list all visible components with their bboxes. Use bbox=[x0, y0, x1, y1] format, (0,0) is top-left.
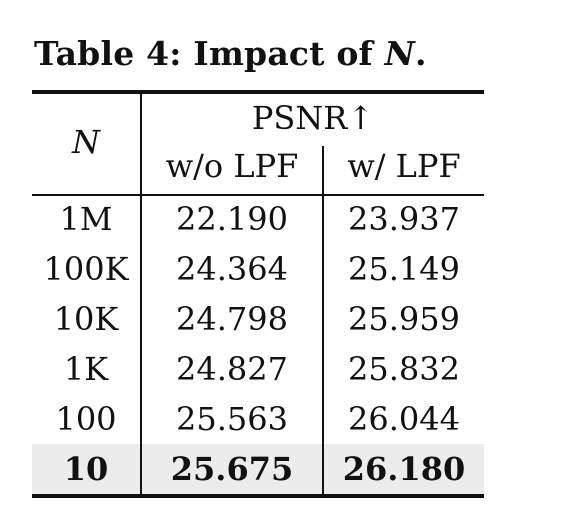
cell-psnr-with-lpf: 23.937 bbox=[348, 200, 460, 238]
cell-n: 1M bbox=[59, 200, 113, 238]
column-divider-2 bbox=[322, 146, 324, 494]
column-header-without-lpf: w/o LPF bbox=[165, 147, 299, 185]
cell-n: 10 bbox=[63, 450, 109, 488]
cell-psnr-without-lpf: 24.798 bbox=[176, 300, 288, 338]
cell-psnr-without-lpf: 24.364 bbox=[176, 250, 288, 288]
cell-n: 100 bbox=[55, 400, 117, 438]
cell-psnr-without-lpf: 24.827 bbox=[176, 350, 288, 388]
cell-psnr-with-lpf: 25.149 bbox=[348, 250, 460, 288]
column-divider-1 bbox=[140, 94, 142, 494]
cell-n: 1K bbox=[63, 350, 109, 388]
group-header-psnr: PSNR↑ bbox=[251, 99, 375, 137]
cell-psnr-with-lpf: 25.832 bbox=[348, 350, 460, 388]
table-caption: Table 4: Impact of N. bbox=[34, 34, 427, 73]
row-header-n: N bbox=[72, 123, 100, 161]
results-table: N PSNR↑ w/o LPF w/ LPF 1M 22.190 23.937 100… bbox=[32, 90, 484, 500]
caption-symbol: N bbox=[384, 34, 416, 73]
top-rule bbox=[32, 90, 484, 94]
column-header-with-lpf: w/ LPF bbox=[347, 147, 461, 185]
cell-psnr-with-lpf: 26.044 bbox=[348, 400, 460, 438]
cell-psnr-without-lpf: 25.563 bbox=[176, 400, 288, 438]
caption-suffix: . bbox=[415, 34, 427, 73]
cell-psnr-without-lpf: 25.675 bbox=[170, 450, 294, 488]
header-rule bbox=[32, 194, 484, 196]
cell-psnr-with-lpf: 26.180 bbox=[342, 450, 466, 488]
bottom-rule bbox=[32, 494, 484, 498]
cell-psnr-without-lpf: 22.190 bbox=[176, 200, 288, 238]
cell-n: 100K bbox=[43, 250, 129, 288]
caption-prefix: Table 4: Impact of bbox=[34, 34, 385, 73]
cell-psnr-with-lpf: 25.959 bbox=[348, 300, 460, 338]
cell-n: 10K bbox=[53, 300, 119, 338]
highlighted-row-background bbox=[32, 444, 484, 494]
